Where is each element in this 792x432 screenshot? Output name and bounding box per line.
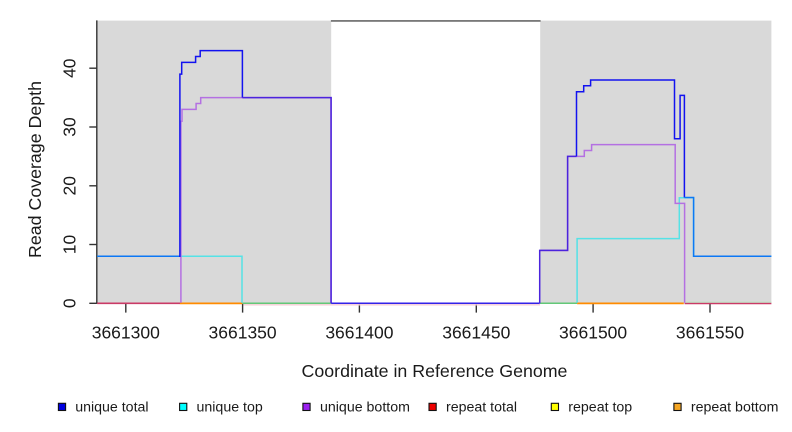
svg-text:30: 30 <box>59 117 79 137</box>
svg-text:Read Coverage Depth: Read Coverage Depth <box>25 81 45 258</box>
svg-text:Coordinate in Reference Genome: Coordinate in Reference Genome <box>302 361 568 381</box>
svg-text:40: 40 <box>59 58 79 78</box>
svg-text:0: 0 <box>59 298 79 308</box>
svg-text:unique bottom: unique bottom <box>320 400 410 416</box>
svg-text:3661450: 3661450 <box>442 323 510 343</box>
svg-text:repeat top: repeat top <box>568 400 632 416</box>
svg-text:3661550: 3661550 <box>676 323 744 343</box>
svg-text:3661500: 3661500 <box>559 323 627 343</box>
svg-text:unique total: unique total <box>75 400 148 416</box>
svg-text:20: 20 <box>59 176 79 196</box>
svg-text:repeat total: repeat total <box>446 400 517 416</box>
svg-text:3661300: 3661300 <box>92 323 160 343</box>
svg-text:10: 10 <box>59 235 79 255</box>
svg-text:3661400: 3661400 <box>325 323 393 343</box>
svg-text:3661350: 3661350 <box>209 323 277 343</box>
svg-text:repeat bottom: repeat bottom <box>691 400 779 416</box>
svg-text:unique top: unique top <box>197 400 263 416</box>
